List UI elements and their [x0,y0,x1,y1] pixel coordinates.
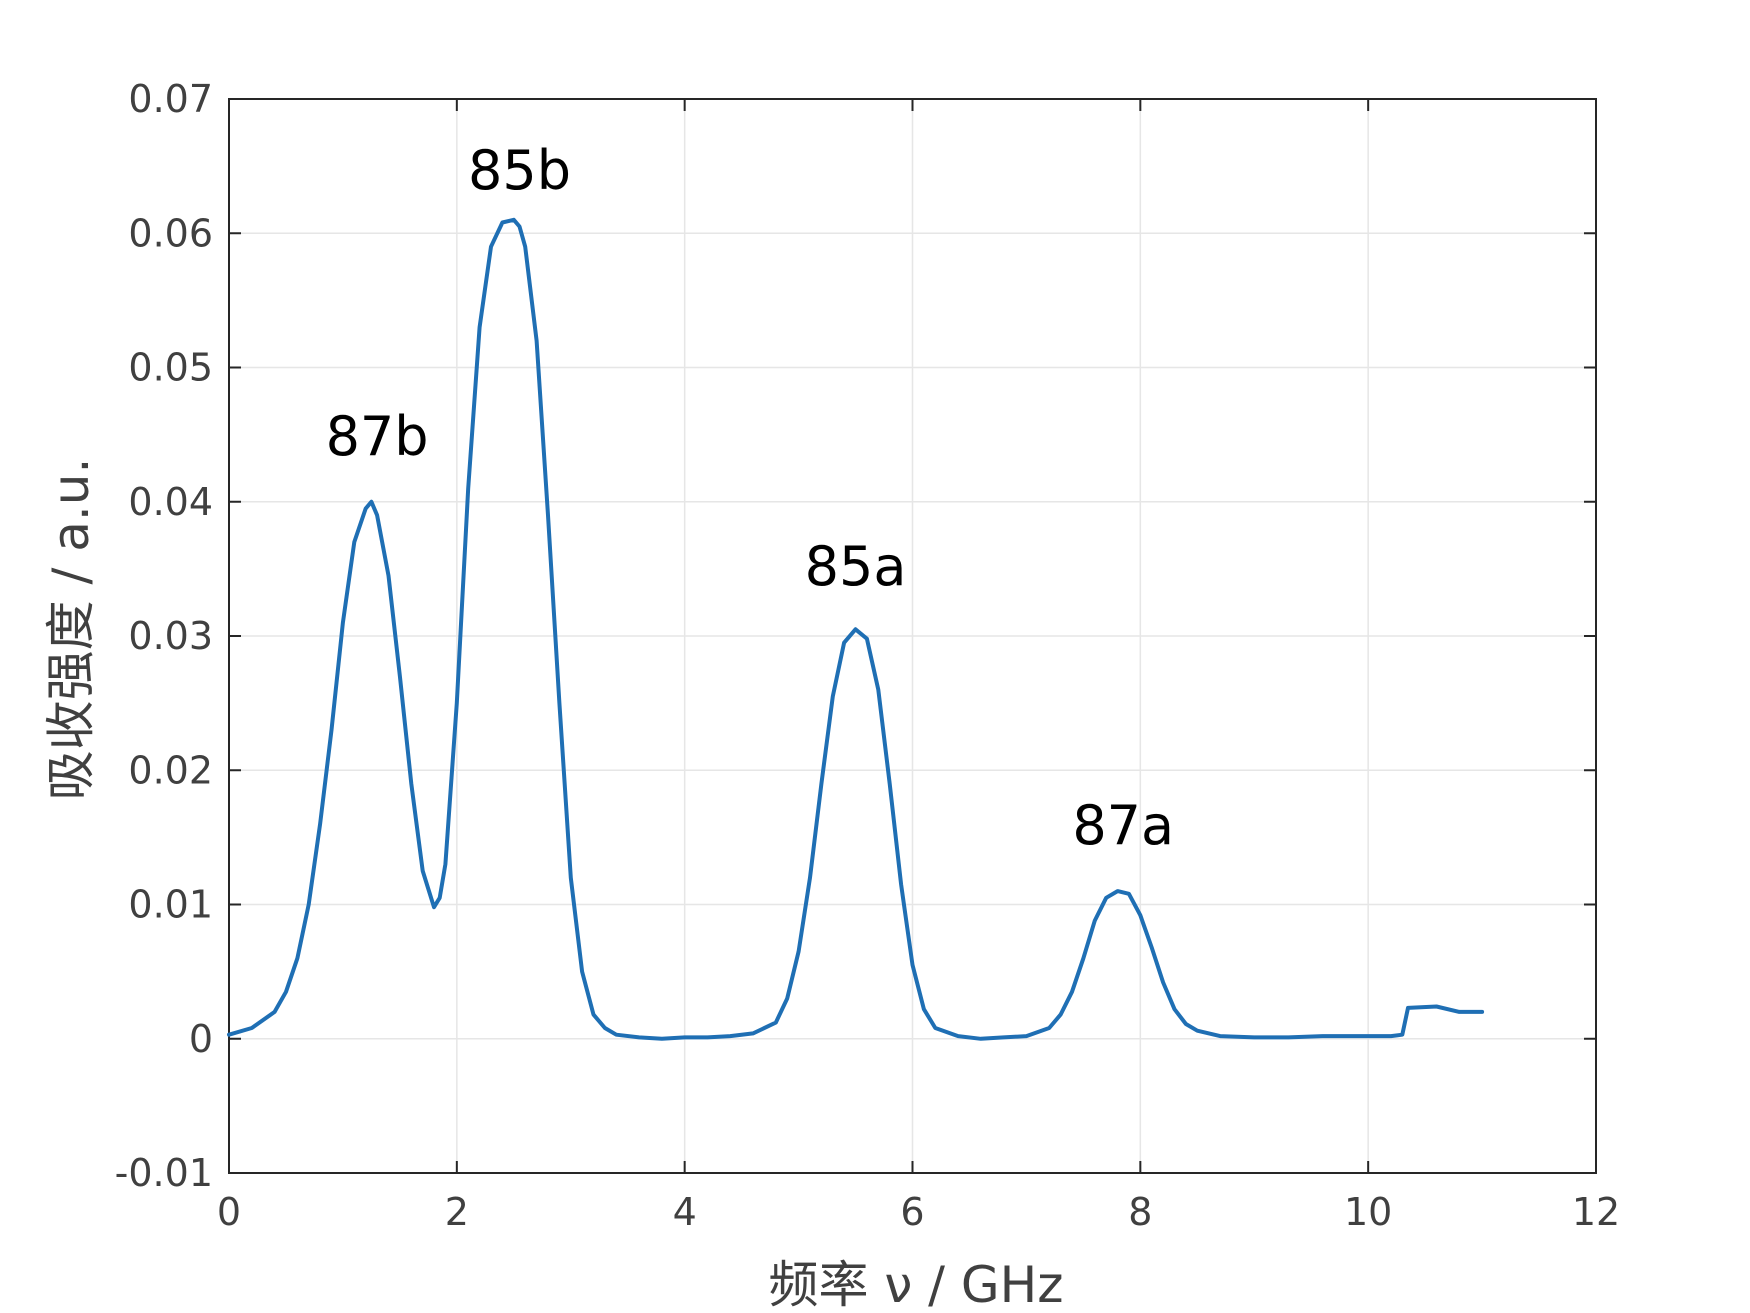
x-tick-label: 6 [900,1190,924,1234]
y-tick-label: 0.01 [128,883,213,927]
x-tick-label: 0 [217,1190,241,1234]
y-axis-label: 吸收强度 / a.u. [42,458,100,801]
y-tick-label: 0.03 [128,614,213,658]
series-layer [227,217,1485,1041]
x-tick-label: 4 [673,1190,697,1234]
peak-label-87b: 87b [326,405,429,468]
y-tick-label: 0.06 [128,211,213,255]
peak-label-87a: 87a [1072,794,1174,857]
peak-label-85b: 85b [468,139,571,202]
x-axis-label: 频率 ν / GHz [768,1256,1063,1313]
peak-annotations: 87b 85b 85a 87a [326,139,1175,857]
y-tick-label: 0 [189,1017,213,1061]
ticks: 0 2 4 6 8 10 12-0.0100.010.020.030.040.050.060… [115,77,1621,1234]
x-tick-label: 12 [1572,1190,1620,1234]
x-tick-label: 10 [1344,1190,1392,1234]
series-line [227,217,1485,1041]
y-tick-label: 0.05 [128,346,213,390]
x-tick-label: 2 [445,1190,469,1234]
y-tick-label: -0.01 [115,1151,213,1195]
y-tick-label: 0.07 [128,77,213,121]
y-tick-label: 0.04 [128,480,213,524]
peak-label-85a: 85a [805,535,907,598]
x-tick-label: 8 [1128,1190,1152,1234]
y-tick-label: 0.02 [128,748,213,792]
grid-lines [228,98,1597,1174]
